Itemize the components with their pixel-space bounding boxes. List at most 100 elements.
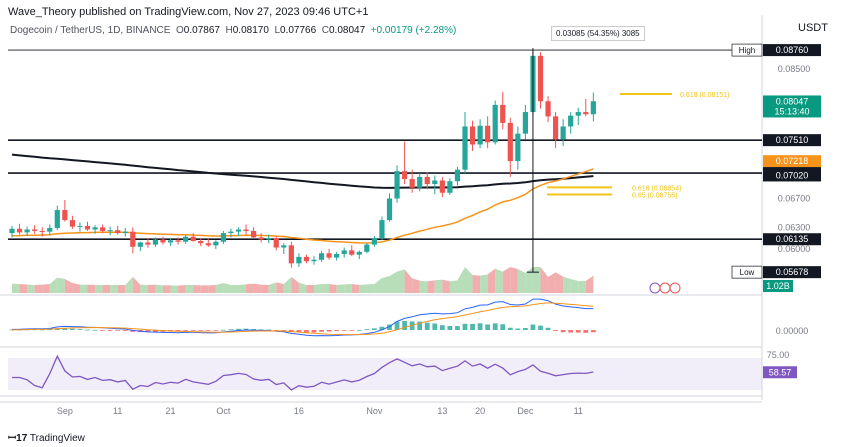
- candle-body: [84, 225, 91, 230]
- volume-area-segment: [321, 284, 330, 293]
- rsi-level-label: 75.00: [767, 350, 790, 360]
- macd-histogram-bar: [349, 330, 355, 331]
- fib-label: 0.618 (0.06854): [632, 185, 681, 192]
- macd-histogram-bar: [560, 330, 566, 333]
- extreme-label-bg: [731, 43, 763, 57]
- candles-layer: [9, 48, 596, 273]
- candle-body: [303, 256, 310, 262]
- macd-histogram-bar: [122, 330, 128, 331]
- candle-body: [318, 253, 325, 260]
- candle-body: [485, 125, 491, 143]
- volume-area-segment: [110, 285, 118, 293]
- price-tags-layer: 0.08500 0.06700 0.06300 0.06000 0.08760 High 0…: [731, 43, 821, 279]
- candle-body: [462, 126, 468, 170]
- macd-histogram-bar: [228, 329, 234, 331]
- volume-area-segment: [34, 284, 43, 293]
- rsi-tag-label: 58.57: [769, 367, 792, 377]
- candle-body: [402, 171, 408, 180]
- volume-area-segment: [314, 284, 322, 293]
- volume-area-segment: [178, 285, 186, 293]
- volume-area-segment: [344, 284, 352, 293]
- macd-histogram-bar: [213, 330, 219, 331]
- candle-body: [492, 104, 498, 143]
- macd-histogram-bar: [221, 329, 226, 331]
- macd-histogram-bar: [417, 321, 423, 330]
- x-tick-label: 21: [166, 406, 176, 416]
- macd-histogram-bar: [424, 322, 430, 330]
- volume-area-segment: [442, 279, 450, 293]
- candle-body: [24, 229, 30, 233]
- volume-area-segment: [374, 278, 382, 293]
- volume-area-segment: [532, 267, 541, 293]
- macd-histogram-bar: [85, 329, 90, 331]
- candle-body: [32, 229, 38, 231]
- volume-area-segment: [261, 284, 269, 293]
- macd-histogram-bar: [379, 326, 385, 330]
- x-tick-label: 20: [475, 406, 485, 416]
- measure-label: 0.03085 (54.35%) 3085: [551, 26, 645, 41]
- macd-histogram-bar: [92, 329, 98, 331]
- candle-body: [235, 229, 242, 232]
- macd-histogram-bar: [432, 323, 438, 330]
- fib-label: 0.65 (0.06755): [632, 193, 678, 200]
- macd-histogram-bar: [590, 330, 596, 333]
- candle-body: [152, 239, 159, 245]
- macd-histogram-bar: [477, 323, 483, 330]
- candle-body: [137, 242, 143, 247]
- volume-area-segment: [298, 282, 307, 293]
- volume-area-segment: [517, 269, 526, 293]
- candle-body: [326, 253, 332, 258]
- volume-area-segment: [87, 284, 96, 293]
- candle-body: [545, 101, 551, 117]
- macd-histogram-bar: [273, 330, 279, 331]
- candle-body: [296, 256, 302, 264]
- macd-histogram-bar: [439, 325, 445, 330]
- volume-area-segment: [366, 284, 375, 293]
- volume-area-segment: [140, 284, 148, 293]
- volume-area-segment: [185, 285, 194, 293]
- close-value: 0.08047: [328, 25, 366, 36]
- volume-area-segment: [276, 282, 284, 293]
- price-tick-label: 0.06000: [778, 244, 811, 254]
- candle-body: [213, 241, 219, 246]
- price-tag-bg: [763, 155, 821, 168]
- macd-histogram-bar: [304, 330, 309, 333]
- volume-area-segment: [397, 269, 405, 293]
- candle-body: [553, 116, 559, 140]
- fib-label: 0.618 (0.08151): [680, 92, 729, 99]
- macd-histogram-bar: [100, 330, 105, 331]
- candle-body: [39, 230, 45, 232]
- macd-histogram-bar: [107, 330, 113, 331]
- candle-body: [160, 239, 166, 243]
- volume-tag-label: 1.02B: [766, 281, 790, 291]
- candle-body: [575, 112, 581, 116]
- x-tick-label: Dec: [517, 406, 534, 416]
- macd-histogram-bar: [372, 328, 377, 330]
- candle-body: [100, 227, 106, 231]
- candle-body: [115, 230, 121, 234]
- extreme-label: High: [739, 46, 755, 55]
- candle-body: [167, 240, 174, 243]
- countdown-label: 15:13:40: [774, 106, 809, 116]
- price-tag-bg: [763, 266, 821, 279]
- high-label: H: [225, 25, 233, 36]
- currency-label: USDT: [798, 22, 828, 34]
- macd-histogram-bar: [115, 330, 121, 331]
- volume-area-segment: [230, 285, 239, 293]
- extreme-label: Low: [740, 268, 755, 277]
- volume-area-segment: [200, 285, 209, 293]
- volume-area-segment: [95, 285, 103, 293]
- macd-histogram-bar: [500, 324, 506, 330]
- x-tick-label: 11: [574, 406, 583, 416]
- price-tag-value: 0.05678: [776, 267, 809, 277]
- volume-area-segment: [381, 276, 390, 293]
- volume-area-segment: [578, 281, 586, 293]
- candle-body: [356, 251, 362, 255]
- macd-histogram-bar: [492, 323, 498, 330]
- candle-body: [198, 241, 204, 244]
- indicator-badge-icon: [649, 282, 661, 294]
- volume-area-segment: [510, 267, 518, 293]
- candle-body: [379, 220, 385, 239]
- macd-histogram-bar: [183, 330, 189, 331]
